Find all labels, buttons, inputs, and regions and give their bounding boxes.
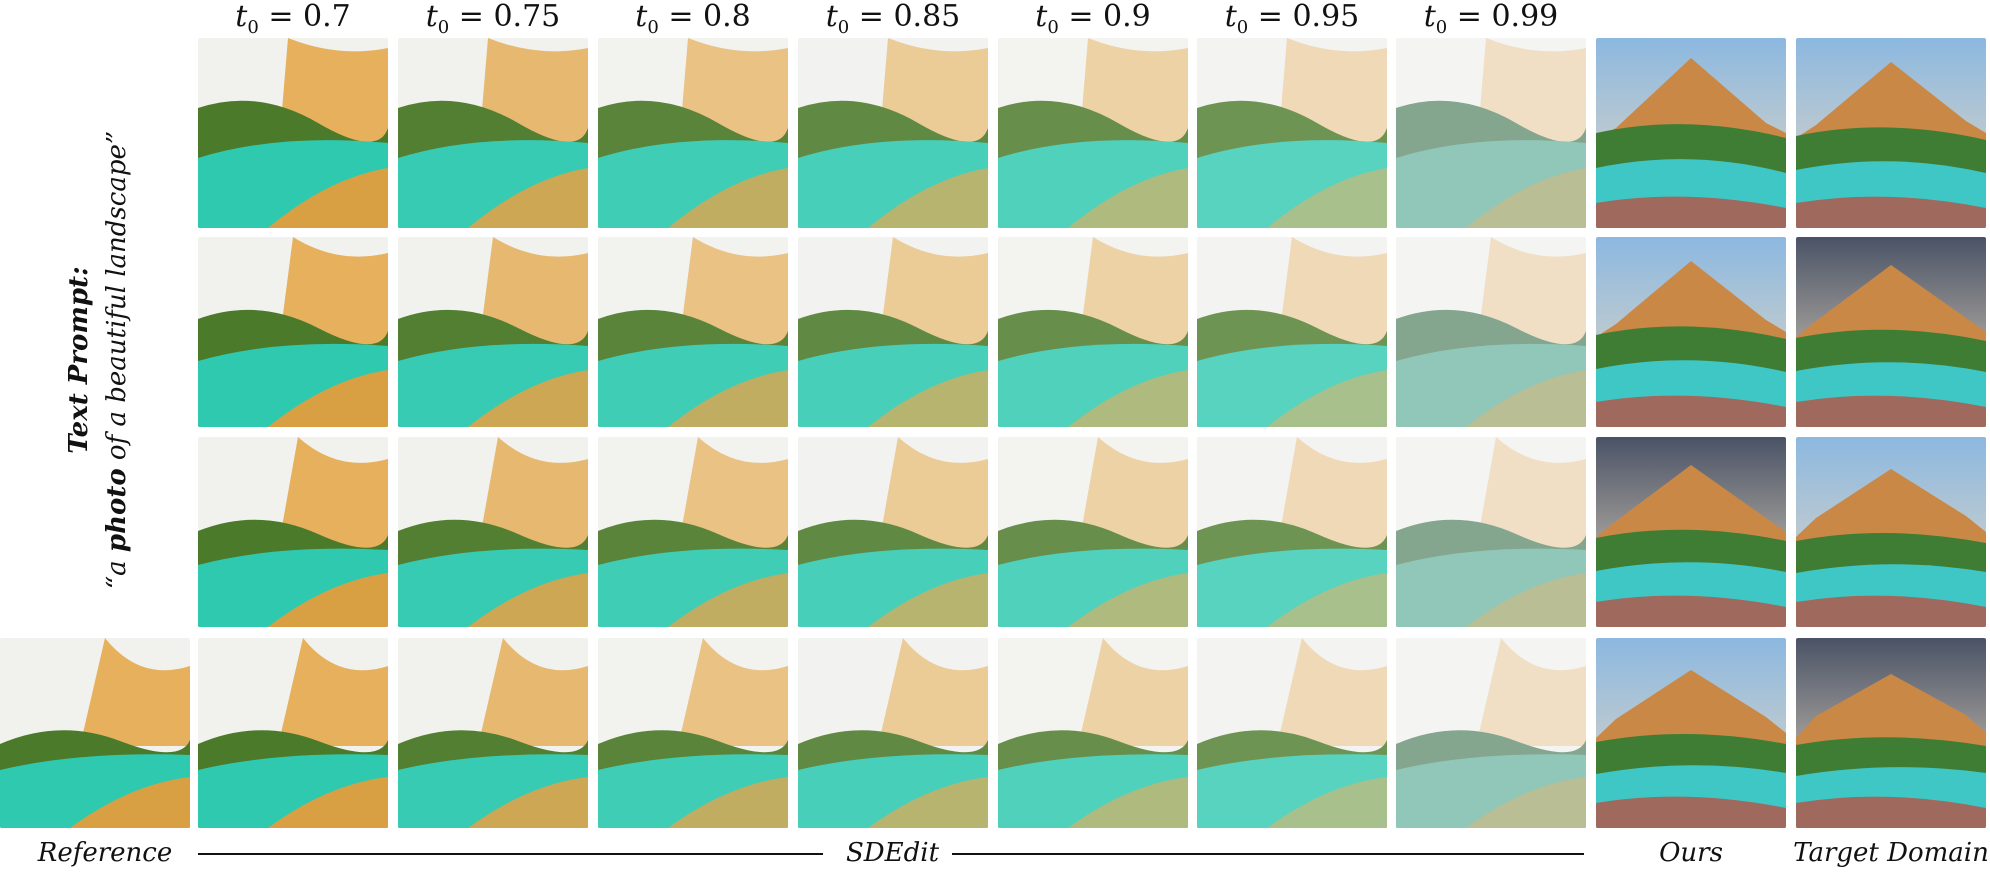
ours-image — [1596, 437, 1786, 627]
column-header: t0 = 0.75 — [425, 0, 561, 38]
sdedit-rule-left — [198, 853, 823, 855]
sdedit-image — [198, 237, 388, 427]
sdedit-image — [398, 638, 588, 828]
column-header: t0 = 0.9 — [1035, 0, 1151, 38]
sdedit-image — [798, 638, 988, 828]
sdedit-image — [1396, 437, 1586, 627]
column-header: t0 = 0.85 — [825, 0, 961, 38]
ours-image — [1596, 38, 1786, 228]
prompt-text: “a photo of a beautiful landscape” — [102, 130, 132, 590]
reference-label: Reference — [37, 838, 173, 868]
column-header: t0 = 0.7 — [235, 0, 351, 38]
target-domain-image — [1796, 437, 1986, 627]
sdedit-image — [1197, 437, 1387, 627]
sdedit-image — [598, 237, 788, 427]
sdedit-image — [198, 38, 388, 228]
sdedit-image — [798, 38, 988, 228]
sdedit-label: SDEdit — [845, 838, 940, 868]
sdedit-image — [398, 437, 588, 627]
sdedit-rule-right — [952, 853, 1584, 855]
sdedit-image — [998, 638, 1188, 828]
reference-image — [0, 638, 190, 828]
target-domain-label: Target Domain — [1793, 838, 1989, 868]
sdedit-image — [998, 38, 1188, 228]
sdedit-image — [1396, 38, 1586, 228]
sdedit-image — [1197, 38, 1387, 228]
text-prompt: Text Prompt: “a photo of a beautiful lan… — [60, 120, 180, 600]
sdedit-image — [598, 437, 788, 627]
sdedit-image — [1396, 237, 1586, 427]
target-domain-image — [1796, 38, 1986, 228]
sdedit-image — [798, 437, 988, 627]
sdedit-image — [798, 237, 988, 427]
sdedit-image — [398, 237, 588, 427]
sdedit-image — [1197, 237, 1387, 427]
column-header: t0 = 0.95 — [1224, 0, 1360, 38]
sdedit-image — [398, 38, 588, 228]
column-header: t0 = 0.99 — [1423, 0, 1559, 38]
sdedit-image — [1197, 638, 1387, 828]
sdedit-image — [998, 437, 1188, 627]
sdedit-image — [198, 638, 388, 828]
sdedit-image — [1396, 638, 1586, 828]
prompt-label: Text Prompt: — [64, 266, 94, 454]
ours-image — [1596, 638, 1786, 828]
sdedit-image — [198, 437, 388, 627]
ours-label: Ours — [1659, 838, 1723, 868]
ours-image — [1596, 237, 1786, 427]
target-domain-image — [1796, 638, 1986, 828]
target-domain-image — [1796, 237, 1986, 427]
column-header: t0 = 0.8 — [635, 0, 751, 38]
sdedit-image — [598, 638, 788, 828]
sdedit-image — [598, 38, 788, 228]
sdedit-image — [998, 237, 1188, 427]
